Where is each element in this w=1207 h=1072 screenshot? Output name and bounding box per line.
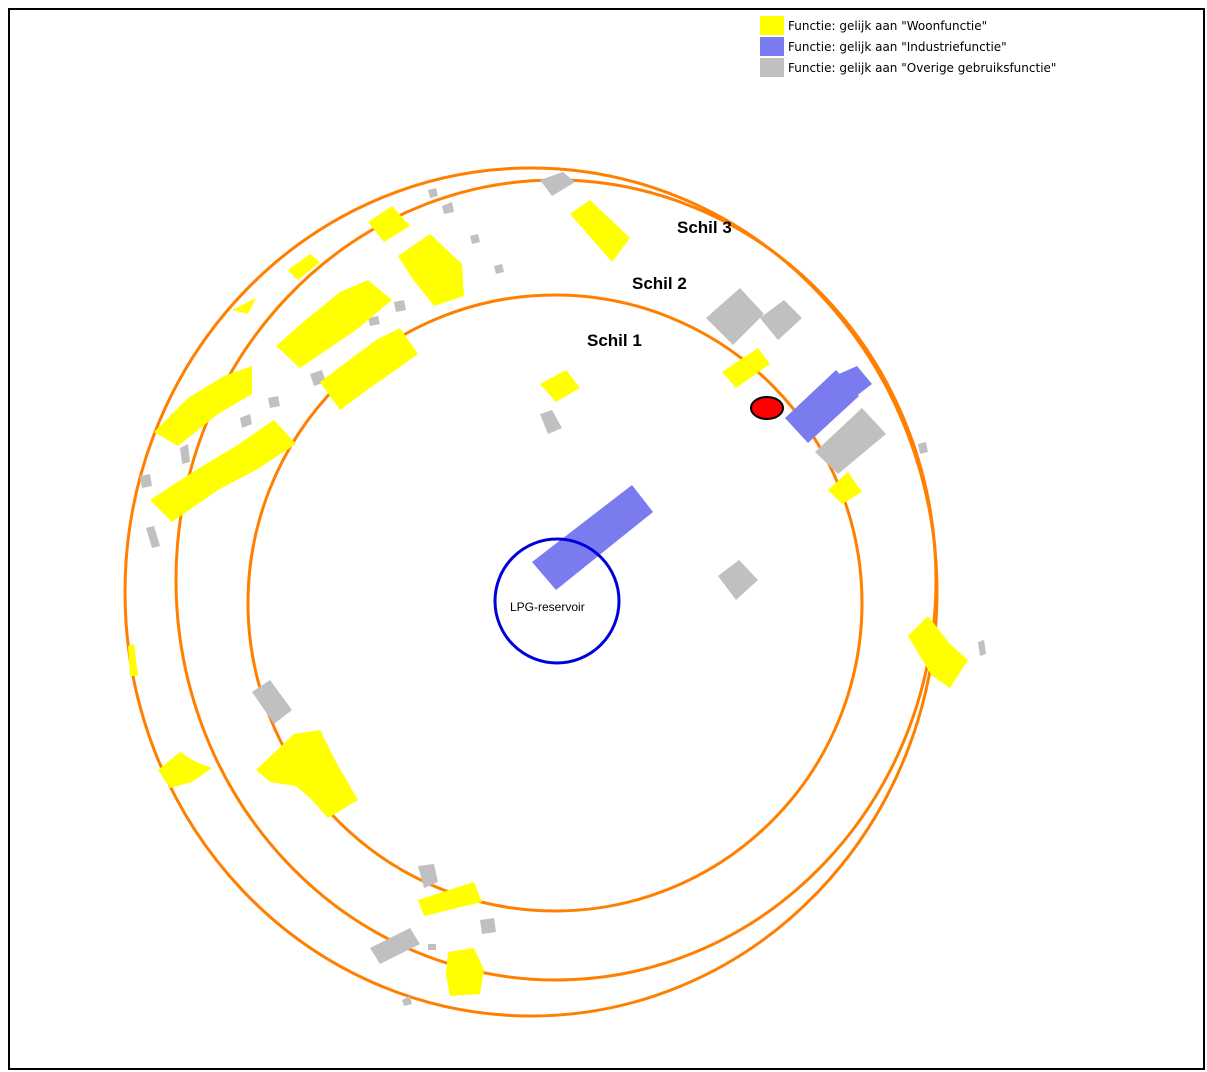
legend-label-industrie: Functie: gelijk aan "Industriefunctie" [788, 39, 1007, 54]
swatch-woon [760, 16, 784, 35]
shell-label-2: Schil 2 [632, 274, 687, 293]
legend-item-industrie: Functie: gelijk aan "Industriefunctie" [760, 36, 1056, 57]
legend-label-overige: Functie: gelijk aan "Overige gebruiksfun… [788, 60, 1057, 75]
legend: Functie: gelijk aan "Woonfunctie" Functi… [760, 15, 1056, 78]
shell-ring-1 [246, 293, 864, 913]
reservoir-label: LPG-reservoir [510, 600, 585, 614]
shell-label-1: Schil 1 [587, 331, 642, 350]
woon-buildings [128, 200, 968, 996]
legend-item-woon: Functie: gelijk aan "Woonfunctie" [760, 15, 1056, 36]
swatch-overige [760, 58, 784, 77]
overige-buildings [140, 172, 986, 1006]
legend-item-overige: Functie: gelijk aan "Overige gebruiksfun… [760, 57, 1056, 78]
lpg-reservoir-circle [493, 537, 621, 665]
industrie-buildings [532, 366, 872, 590]
shell-label-3: Schil 3 [677, 218, 732, 237]
swatch-industrie [760, 37, 784, 56]
legend-label-woon: Functie: gelijk aan "Woonfunctie" [788, 18, 988, 33]
red-marker [750, 396, 784, 420]
